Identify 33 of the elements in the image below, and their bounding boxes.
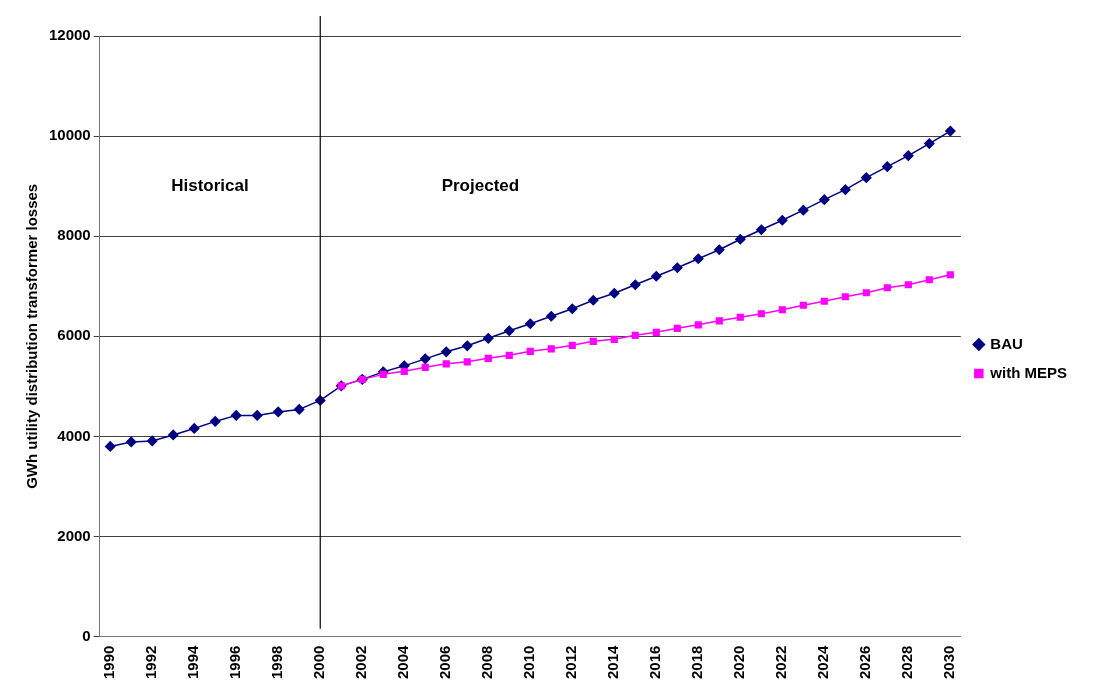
annotation: Projected — [441, 175, 520, 195]
x-tick-label: 2012 — [562, 645, 580, 680]
x-tick-label: 1996 — [226, 645, 244, 680]
x-tick-label: 1994 — [184, 644, 202, 680]
x-tick-label: 2008 — [478, 645, 496, 680]
y-tick-label: 0 — [82, 626, 91, 644]
y-tick-label: 10000 — [48, 126, 91, 144]
x-tick-label: 2000 — [310, 645, 328, 680]
x-tick-label: 2026 — [856, 645, 874, 680]
x-tick-label: 2010 — [520, 645, 538, 680]
x-tick-label: 1992 — [142, 645, 160, 680]
y-tick-label: 12000 — [48, 26, 91, 44]
x-tick-label: 2028 — [898, 645, 916, 680]
x-tick-label: 2018 — [688, 645, 706, 680]
legend-label: with MEPS — [989, 363, 1067, 381]
x-tick-label: 1990 — [100, 645, 118, 680]
x-tick-label: 2002 — [352, 645, 370, 680]
x-tick-label: 2014 — [604, 644, 622, 680]
x-tick-label: 1998 — [268, 645, 286, 680]
x-tick-label: 2006 — [436, 645, 454, 680]
y-tick-label: 2000 — [57, 526, 91, 544]
x-tick-label: 2024 — [814, 644, 832, 680]
y-tick-label: 8000 — [57, 226, 91, 244]
y-axis-title: GWh utility distribution transformer losses — [23, 183, 41, 489]
annotation: Historical — [171, 175, 249, 195]
x-tick-label: 2022 — [772, 645, 790, 680]
x-tick-label: 2020 — [730, 645, 748, 680]
x-tick-label: 2030 — [940, 645, 958, 680]
x-tick-label: 2004 — [394, 644, 412, 680]
y-tick-label: 4000 — [57, 426, 91, 444]
x-tick-label: 2016 — [646, 645, 664, 680]
y-tick-label: 6000 — [57, 326, 91, 344]
legend-label: BAU — [990, 334, 1023, 352]
